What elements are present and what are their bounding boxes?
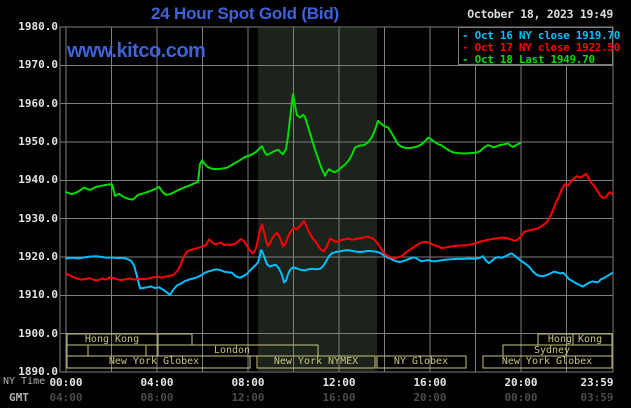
ny-time-tick-label: 08:00 — [231, 376, 265, 389]
session-label: London — [213, 345, 251, 356]
kitco-watermark-link[interactable]: www.kitco.com — [67, 40, 206, 62]
gmt-tick-label: 04:00 — [49, 391, 83, 404]
page-title: 24 Hour Spot Gold (Bid) — [150, 4, 340, 23]
y-axis-unit-label: USD/oz — [18, 5, 58, 18]
price-line-2 — [65, 93, 521, 201]
session-label: Sydney — [533, 345, 571, 356]
price-line-1 — [65, 172, 613, 282]
session-label: New York Globex — [108, 356, 200, 367]
session-box — [87, 344, 147, 357]
ny-time-tick-label: 00:00 — [49, 376, 83, 389]
session-label: NY Globex — [393, 356, 449, 367]
gmt-tick-label: 12:00 — [231, 391, 265, 404]
y-tick-label: 1940.0 — [18, 173, 58, 187]
legend-item: - Oct 18 Last 1949.70 — [462, 53, 595, 66]
price-line-0 — [65, 249, 613, 296]
gmt-tick-label: 08:00 — [140, 391, 174, 404]
session-label: Hong Kong — [547, 334, 603, 345]
session-box — [376, 355, 467, 369]
plot-border — [59, 26, 614, 373]
session-boxes — [66, 333, 613, 369]
ny-time-tick-label: 20:00 — [504, 376, 538, 389]
session-box — [256, 355, 376, 369]
ny-time-tick-label: 16:00 — [413, 376, 447, 389]
legend-item: - Oct 17 NY close 1922.50 — [462, 41, 621, 54]
y-tick-label: 1900.0 — [18, 326, 58, 340]
y-tick-label: 1950.0 — [18, 135, 58, 148]
legend-item: - Oct 16 NY close 1919.70 — [462, 29, 621, 42]
nymex-session-band — [258, 28, 377, 371]
chart-timestamp: October 18, 2023 19:49 — [467, 7, 613, 21]
y-tick-label: 1890.0 — [18, 365, 58, 378]
y-tick-label: 1930.0 — [18, 211, 58, 225]
session-label: Hong Kong — [84, 334, 140, 345]
y-tick-label: 1920.0 — [18, 250, 58, 263]
gmt-axis-name: GMT — [9, 391, 29, 404]
y-tick-label: 1960.0 — [18, 96, 58, 110]
gmt-tick-label: 16:00 — [322, 391, 356, 404]
session-box — [66, 344, 89, 357]
ny-time-axis-name: NY Time — [3, 376, 46, 387]
ny-time-tick-label: 23:59 — [580, 376, 614, 389]
y-tick-label: 1980.0 — [18, 20, 58, 33]
gmt-tick-label: 00:00 — [504, 391, 538, 404]
y-tick-label: 1970.0 — [18, 58, 58, 72]
ny-time-tick-label: 04:00 — [140, 376, 174, 389]
ny-time-tick-label: 12:00 — [322, 376, 356, 389]
y-tick-label: 1910.0 — [18, 288, 58, 302]
session-label: New York NYMEX — [273, 356, 359, 367]
session-box — [66, 355, 251, 369]
gmt-tick-label: 20:00 — [413, 391, 447, 404]
session-box — [482, 355, 613, 369]
session-label: New York Globex — [501, 356, 593, 367]
gmt-tick-label: 03:59 — [580, 391, 614, 404]
legend: - Oct 16 NY close 1919.70- Oct 17 NY clo… — [458, 27, 621, 66]
